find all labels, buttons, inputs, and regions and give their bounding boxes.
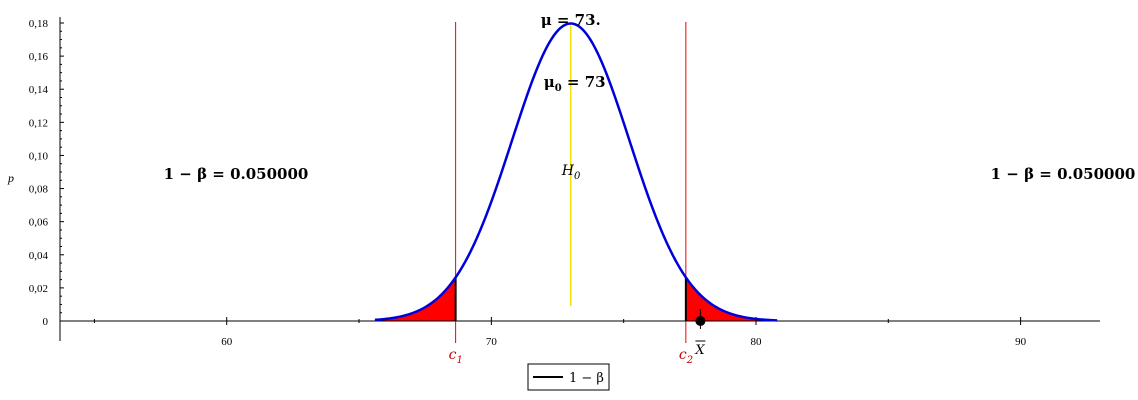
annotation-h0: H0 xyxy=(561,163,581,182)
y-tick-label: 0 xyxy=(43,316,49,328)
y-tick-label: 0,12 xyxy=(29,117,48,129)
rejection-region-left xyxy=(374,277,456,321)
y-tick-label: 0,06 xyxy=(29,217,49,229)
y-axis-label: p xyxy=(7,171,14,185)
annotation-power-right: 1 − β = 0.050000 xyxy=(991,165,1136,183)
legend-entry: 1 − β xyxy=(569,371,604,386)
x-tick-label: 80 xyxy=(750,336,762,348)
observed-mean-label: X xyxy=(694,343,705,358)
legend: 1 − β xyxy=(527,363,610,391)
critical-label-c1: c1 xyxy=(449,347,463,366)
y-ticks: 0 0,02 0,04 0,06 0,08 0,10 0,12 0,14 0,16 0,18 xyxy=(29,18,64,328)
x-tick-label: 90 xyxy=(1015,336,1027,348)
y-tick-label: 0,08 xyxy=(29,184,49,196)
y-tick-label: 0,14 xyxy=(29,84,49,96)
y-tick-label: 0,18 xyxy=(29,18,49,30)
x-ticks: 60 70 80 90 xyxy=(93,317,1027,348)
rejection-region-right xyxy=(685,277,778,321)
x-tick-label: 60 xyxy=(221,336,233,348)
critical-label-c2: c2 xyxy=(679,347,693,366)
y-tick-label: 0,02 xyxy=(29,283,48,295)
observed-mean-point xyxy=(695,316,706,326)
x-tick-label: 70 xyxy=(486,336,498,348)
annotation-mu: μ = 73. xyxy=(541,11,601,29)
series-line-power xyxy=(374,22,778,322)
annotation-power-left: 1 − β = 0.050000 xyxy=(164,165,309,183)
y-tick-label: 0,10 xyxy=(29,150,49,162)
y-tick-label: 0,04 xyxy=(29,250,49,262)
annotation-mu0: μ0 = 73 xyxy=(544,73,606,94)
y-tick-label: 0,16 xyxy=(29,51,49,63)
